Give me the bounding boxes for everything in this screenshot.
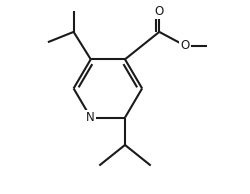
Text: O: O [180, 39, 190, 52]
Text: O: O [155, 5, 164, 18]
Text: N: N [86, 111, 95, 124]
